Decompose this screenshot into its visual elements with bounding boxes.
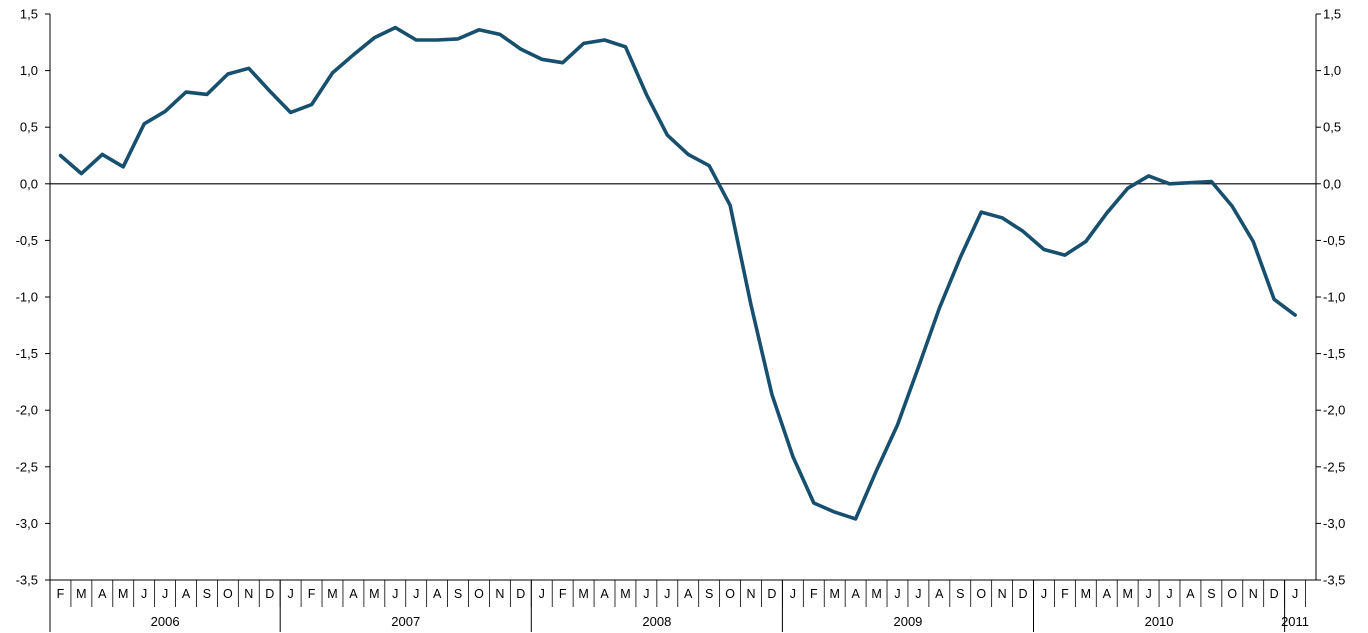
month-label: J	[643, 587, 649, 601]
y-tick-label-right: -2,5	[1323, 459, 1345, 474]
month-label: O	[1227, 587, 1237, 601]
month-label: J	[539, 587, 545, 601]
month-label: M	[578, 587, 588, 601]
y-tick-label-right: 0,0	[1323, 176, 1341, 191]
year-label: 2008	[642, 614, 671, 629]
series-line	[58, 25, 1297, 521]
month-label: A	[433, 587, 442, 601]
month-label: M	[369, 587, 379, 601]
month-label: A	[600, 587, 609, 601]
month-label: J	[1145, 587, 1151, 601]
month-label: D	[1270, 587, 1279, 601]
month-label: M	[829, 587, 839, 601]
y-tick-label-left: -1,5	[16, 346, 38, 361]
month-label: O	[223, 587, 233, 601]
month-label: J	[1041, 587, 1047, 601]
month-label: A	[182, 587, 191, 601]
month-label: M	[1081, 587, 1091, 601]
y-tick-label-left: -3,0	[16, 516, 38, 531]
y-tick-label-left: 0,5	[20, 120, 38, 135]
month-label: F	[308, 587, 316, 601]
month-label: M	[620, 587, 630, 601]
month-label: N	[746, 587, 755, 601]
month-label: N	[1249, 587, 1258, 601]
month-label: J	[141, 587, 147, 601]
y-axis-right-labels: 1,5 1,0 0,5 0,0 -0,5 -1,0 -1,5 -2,0 -2,5 -3,0 -3,5	[1323, 7, 1345, 588]
month-label: J	[392, 587, 398, 601]
month-label: J	[1292, 587, 1298, 601]
y-tick-label-right: -1,5	[1323, 346, 1345, 361]
month-label: D	[265, 587, 274, 601]
y-tick-label-right: -3,5	[1323, 573, 1345, 588]
y-tick-label-right: 1,5	[1323, 7, 1341, 22]
month-label: N	[998, 587, 1007, 601]
month-label: F	[57, 587, 65, 601]
month-label: A	[1103, 587, 1112, 601]
month-label: F	[810, 587, 818, 601]
year-label: 2006	[151, 614, 180, 629]
year-label: 2010	[1145, 614, 1174, 629]
y-tick-label-left: -3,5	[16, 573, 38, 588]
month-label: J	[894, 587, 900, 601]
y-tick-label-right: -1,0	[1323, 290, 1345, 305]
month-label: F	[559, 587, 567, 601]
month-label: A	[349, 587, 358, 601]
month-label: D	[767, 587, 776, 601]
month-label: S	[454, 587, 462, 601]
month-label: M	[1122, 587, 1132, 601]
month-label: O	[725, 587, 735, 601]
month-label: J	[915, 587, 921, 601]
month-label: O	[474, 587, 484, 601]
y-tick-label-left: -0,5	[16, 233, 38, 248]
y-tick-label-right: 1,0	[1323, 63, 1341, 78]
y-tick-label-right: -2,0	[1323, 403, 1345, 418]
month-label: M	[327, 587, 337, 601]
month-label: J	[1166, 587, 1172, 601]
month-label: D	[516, 587, 525, 601]
y-tick-label-right: -3,0	[1323, 516, 1345, 531]
month-label: N	[495, 587, 504, 601]
month-label: D	[1019, 587, 1028, 601]
chart-axes	[45, 13, 1321, 632]
month-label: S	[1207, 587, 1215, 601]
month-label: J	[288, 587, 294, 601]
month-label: A	[935, 587, 944, 601]
y-tick-label-right: -0,5	[1323, 233, 1345, 248]
y-tick-label-left: -2,0	[16, 403, 38, 418]
month-label: F	[1061, 587, 1069, 601]
month-label: J	[413, 587, 419, 601]
y-tick-label-right: 0,5	[1323, 120, 1341, 135]
month-label: A	[1186, 587, 1195, 601]
month-label: M	[118, 587, 128, 601]
y-axis-left-labels: 1,5 1,0 0,5 0,0 -0,5 -1,0 -1,5 -2,0 -2,5 -3,0 -3,5	[16, 7, 38, 588]
year-label: 2007	[391, 614, 420, 629]
month-label: M	[871, 587, 881, 601]
y-tick-label-left: 1,0	[20, 63, 38, 78]
month-label: S	[203, 587, 211, 601]
y-tick-label-left: 1,5	[20, 7, 38, 22]
month-label: J	[664, 587, 670, 601]
month-label: M	[76, 587, 86, 601]
month-label: J	[790, 587, 796, 601]
y-tick-label-left: 0,0	[20, 176, 38, 191]
month-label: O	[976, 587, 986, 601]
month-label: A	[851, 587, 860, 601]
month-label: J	[162, 587, 168, 601]
month-label: N	[244, 587, 253, 601]
month-label: A	[684, 587, 693, 601]
month-label: S	[705, 587, 713, 601]
series-group	[58, 25, 1297, 521]
year-label: 2011	[1281, 614, 1309, 629]
month-label: S	[956, 587, 964, 601]
y-tick-label-left: -2,5	[16, 459, 38, 474]
month-label: A	[98, 587, 107, 601]
year-label: 2009	[893, 614, 922, 629]
y-tick-label-left: -1,0	[16, 290, 38, 305]
